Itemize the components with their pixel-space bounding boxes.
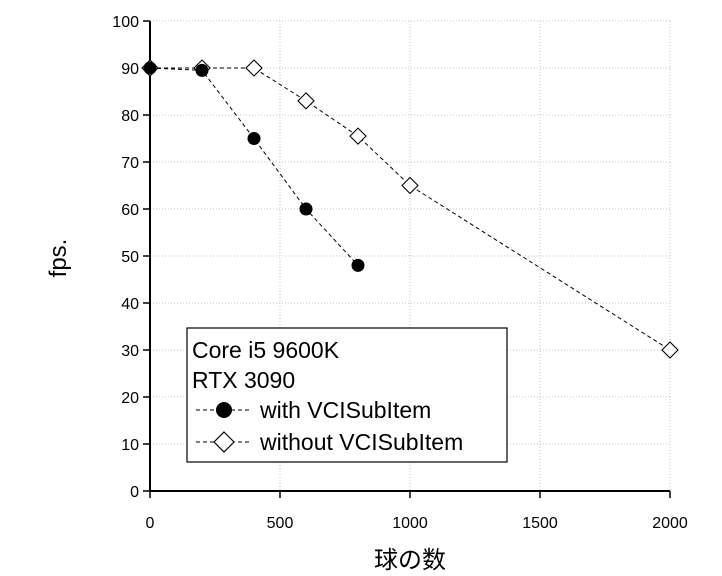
y-tick-label: 80 xyxy=(121,108,139,125)
y-tick-label: 40 xyxy=(121,296,139,313)
legend-marker-with xyxy=(216,402,232,418)
x-tick-label: 500 xyxy=(267,515,294,532)
grid xyxy=(150,20,671,491)
legend-label-with: with VCISubItem xyxy=(259,397,431,423)
y-tick-label: 20 xyxy=(121,390,139,407)
legend-header-cpu: Core i5 9600K xyxy=(192,337,340,363)
legend-box xyxy=(186,327,508,463)
x-axis-label: 球の数 xyxy=(374,547,446,574)
y-tick-label: 50 xyxy=(121,249,139,266)
y-tick-label: 70 xyxy=(121,155,139,172)
data-point-with xyxy=(247,132,261,145)
legend-header-gpu: RTX 3090 xyxy=(192,367,295,393)
data-point-without xyxy=(349,127,367,145)
y-tick-label: 60 xyxy=(121,202,139,219)
y-tick-label: 30 xyxy=(121,343,139,360)
data-point-without xyxy=(661,341,679,359)
y-tick-label: 100 xyxy=(112,14,139,31)
data-point-with xyxy=(299,202,313,216)
y-axis-label: fps. xyxy=(45,239,72,278)
x-tick-label: 0 xyxy=(146,515,155,532)
series-layer xyxy=(141,59,679,359)
data-point-with xyxy=(143,61,157,75)
data-point-without xyxy=(245,59,263,77)
x-tick-label: 1000 xyxy=(392,515,428,532)
data-point-with xyxy=(195,63,209,77)
legend-label-without: without VCISubItem xyxy=(259,429,463,455)
data-point-without xyxy=(401,176,419,195)
data-point-without xyxy=(297,92,315,110)
y-tick-label: 0 xyxy=(130,484,139,501)
series-line-0 xyxy=(149,67,359,266)
y-tick-label: 10 xyxy=(121,437,139,454)
legend: Core i5 9600K RTX 3090 with VCISubItem w… xyxy=(186,327,508,463)
x-tick-label: 2000 xyxy=(652,515,688,532)
legend-marker-without xyxy=(213,431,235,453)
data-point-with xyxy=(351,258,365,272)
y-tick-label: 90 xyxy=(121,61,139,78)
x-tick-label: 1500 xyxy=(522,515,558,532)
